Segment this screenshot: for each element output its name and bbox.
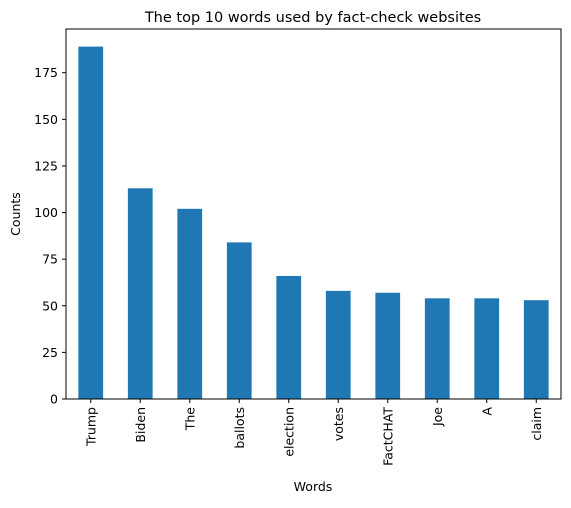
bar-trump [78,46,104,399]
y-tick-label: 0 [50,392,58,407]
y-axis-ticks: 0 25 50 75 100 125 150 175 [34,65,66,407]
x-tick-label: Trump [83,407,98,447]
bar-biden [127,188,153,399]
x-tick-label: FactCHAT [380,407,395,466]
x-tick-label: claim [529,407,544,441]
x-tick-label: Biden [133,407,148,443]
y-tick-label: 125 [34,158,58,173]
y-tick-label: 50 [42,298,58,313]
x-tick-label: Joe [430,407,445,427]
x-axis-ticks: Trump Biden The ballots election votes FactCHA… [83,399,544,466]
y-tick-label: 150 [34,112,58,127]
x-tick-label: A [479,407,494,416]
y-tick-label: 175 [34,65,58,80]
bars-layer [78,46,549,399]
bar-joe [424,298,450,399]
y-axis-label: Counts [8,192,23,236]
bar-ballots [226,242,252,399]
x-tick-label: election [281,407,296,457]
plot-frame [65,28,562,400]
bar-claim [523,300,549,399]
bar-votes [325,290,351,399]
x-tick-label: votes [331,407,346,441]
chart-title: The top 10 words used by fact-check webs… [144,10,481,26]
x-axis-label: Words [294,479,333,494]
bar-the [177,208,203,399]
bar-election [276,275,302,399]
y-tick-label: 25 [42,345,58,360]
y-tick-label: 100 [34,205,58,220]
x-tick-label: ballots [232,407,247,449]
x-tick-label: The [182,407,197,432]
bar-a [474,298,500,399]
bar-factchat [375,292,401,399]
y-tick-label: 75 [42,252,58,267]
